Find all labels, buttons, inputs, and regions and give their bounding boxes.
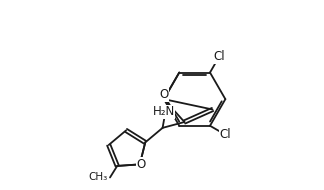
Text: CH₃: CH₃ xyxy=(88,173,108,182)
Text: Cl: Cl xyxy=(219,128,231,141)
Text: Cl: Cl xyxy=(213,50,225,63)
Text: H₂N: H₂N xyxy=(153,105,175,118)
Text: O: O xyxy=(159,88,168,101)
Text: O: O xyxy=(136,158,145,171)
